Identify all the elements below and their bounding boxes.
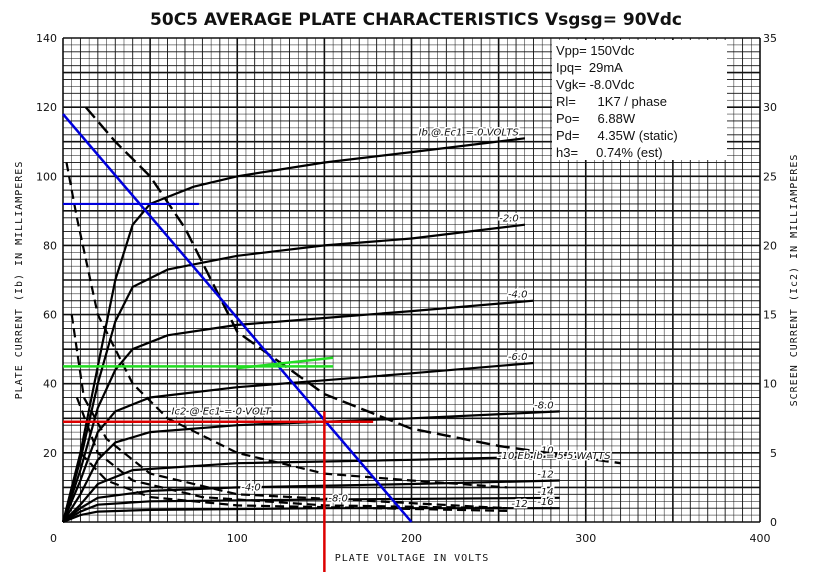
plate-curve-label: -10 [537,445,553,456]
y2-tick-label: 20 [763,239,777,252]
note-line: Rl= 1K7 / phase [556,94,667,109]
x-tick-label: 400 [750,532,771,545]
x-tick-label: 0 [50,532,57,545]
plate-curve [62,410,560,523]
plate-curve-label: -4.0 [508,290,528,301]
plate-curve [62,496,560,523]
y2-tick-label: 5 [770,447,777,460]
y2-tick-label: 30 [763,101,777,114]
plate-curve-label: -16 [537,497,553,508]
screen-curve [70,314,508,510]
y-tick-label: 100 [36,170,57,183]
screen-curve [79,452,508,512]
note-line: Vpp= 150Vdc [556,43,635,58]
y2-tick-label: 10 [763,378,777,391]
note-line: Po= 6.88W [556,111,636,126]
plate-curve-label: -8.0 [534,400,554,411]
y-tick-label: 40 [43,378,57,391]
y2-tick-label: 15 [763,309,777,322]
notes-background [552,40,727,160]
screen-curve-label: Ic2 @ Ec1 = 0 VOLT [172,406,272,417]
x-tick-label: 200 [401,532,422,545]
operating-point-notes: Vpp= 150Vdc Ipq= 29mA Vgk= -8.0Vdc Rl= 1K7 … [552,40,727,160]
screen-curve-label: -12 [511,499,527,510]
plate-curve [61,299,534,523]
screen-curve [65,162,508,489]
x-axis-label: PLATE VOLTAGE IN VOLTS [335,553,489,564]
tick-labels: 0 100 200 300 400 20 40 60 80 100 120 140 0 5 10 15 20 25… [36,32,777,545]
plate-curve [61,361,534,523]
plate-curve-label: -6.0 [508,352,528,363]
plate-curve-label: -12 [537,470,553,481]
screen-curve [75,397,508,510]
plate-curve [62,479,560,523]
x-tick-label: 100 [227,532,248,545]
note-line: h3= 0.74% (est) [556,145,663,160]
chart-title: 50C5 AVERAGE PLATE CHARACTERISTICS Vsgsg… [150,10,682,30]
load-line [62,113,413,523]
y2-tick-label: 0 [770,516,777,529]
y-axis-label: PLATE CURRENT (Ib) IN MILLIAMPERES [14,161,25,400]
note-line: Pd= 4.35W (static) [556,128,678,143]
y-tick-label: 120 [36,101,57,114]
x-tick-label: 300 [575,532,596,545]
y2-tick-label: 25 [763,170,777,183]
plate-curve [62,455,560,523]
plate-curve-label: Ib @ Ec1 = 0 VOLTS [419,127,520,138]
screen-curve-label: -8.0 [328,493,348,504]
y-tick-label: 60 [43,309,57,322]
y2-tick-label: 35 [763,32,777,45]
note-line: Ipq= 29mA [556,60,623,75]
plate-curve-label: -14 [537,487,553,498]
y-tick-label: 80 [43,239,57,252]
overlay-layer [62,113,413,572]
y-tick-label: 20 [43,447,57,460]
y2-axis-label: SCREEN CURRENT (Ic2) IN MILLIAMPERES [789,154,800,407]
plate-curve-label: -2.0 [499,214,519,225]
dissipation-curve-label: -10 Eb Ib = 5.5 WATTS [498,451,611,462]
note-line: Vgk= -8.0Vdc [556,77,635,92]
swing-line-slope [237,356,334,370]
dissipation-curve [84,106,621,465]
screen-curve-label: -4.0 [241,482,261,493]
y-tick-label: 140 [36,32,57,45]
